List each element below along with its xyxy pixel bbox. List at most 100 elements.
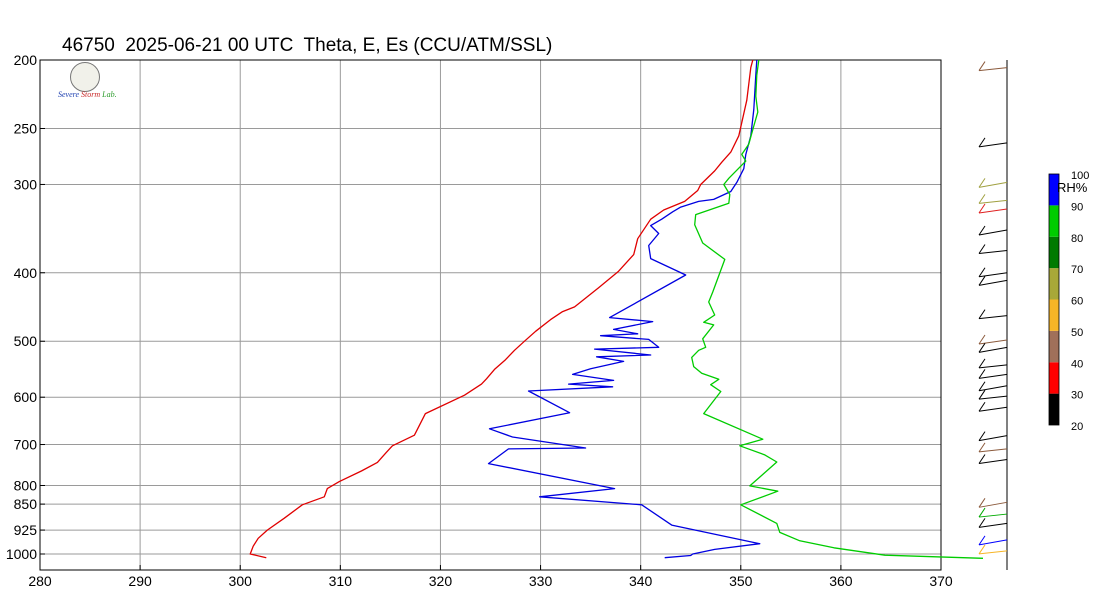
y-tick-label: 800 <box>14 478 38 494</box>
colorbar-tick-label: 100 <box>1071 170 1089 182</box>
theta_es-line <box>691 59 984 559</box>
colorbar-tick-label: 50 <box>1071 327 1083 339</box>
colorbar-segment <box>1049 330 1059 363</box>
wind-barb-flag <box>978 454 986 464</box>
wind-barb-flag <box>978 544 986 555</box>
wind-barb <box>978 272 1008 278</box>
wind-barb <box>978 249 1008 254</box>
y-tick-label: 700 <box>14 437 38 453</box>
y-tick-label: 250 <box>14 120 38 136</box>
wind-barb-flag <box>978 178 986 188</box>
grid-lines <box>40 60 941 570</box>
wind-barb-flag <box>978 401 986 412</box>
wind-barb-flag <box>978 518 986 528</box>
wind-barb-flag <box>978 334 986 345</box>
x-tick-label: 320 <box>429 573 453 589</box>
colorbar-segment <box>1049 205 1059 237</box>
colorbar-segment <box>1049 393 1059 425</box>
wind-barb <box>978 208 1008 214</box>
x-tick-label: 330 <box>529 573 553 589</box>
y-tick-label: 400 <box>14 265 38 281</box>
wind-barb-flag <box>978 343 986 353</box>
y-tick-label: 500 <box>14 333 38 349</box>
wind-barb <box>978 448 1008 453</box>
wind-barb-flag <box>978 431 986 441</box>
colorbar-segment <box>1049 362 1059 394</box>
wind-barb-flag <box>978 276 986 286</box>
wind-barb <box>978 522 1008 528</box>
colorbar-tick-label: 30 <box>1071 390 1083 402</box>
wind-barb <box>978 501 1008 508</box>
plot-frame <box>39 59 942 571</box>
wind-barb <box>978 435 1008 442</box>
wind-barb-flag <box>978 203 986 214</box>
x-tick-labels: 280 290 300 310 320 330 340 350 360 370 <box>28 565 953 589</box>
wind-barb <box>978 181 1008 188</box>
x-tick-label: 290 <box>128 573 152 589</box>
wind-barb <box>978 339 1008 345</box>
wind-barb <box>978 229 1008 236</box>
chart-title: 46750 2025-06-21 00 UTC Theta, E, Es (CC… <box>62 35 553 56</box>
y-tick-label: 850 <box>14 496 38 512</box>
colorbar-segment <box>1049 299 1059 331</box>
wind-barb <box>978 406 1008 412</box>
y-tick-label: 925 <box>14 522 38 538</box>
x-tick-label: 340 <box>629 573 653 589</box>
x-tick-label: 280 <box>28 573 52 589</box>
wind-barb <box>978 279 1008 286</box>
wind-barb-flag <box>978 358 986 369</box>
wind-barb-flag <box>978 225 986 236</box>
wind-barb-flag <box>978 381 986 392</box>
theta-line <box>249 59 754 559</box>
colorbar-label: RH% <box>1057 180 1088 195</box>
wind-barb-flag <box>978 498 986 508</box>
wind-barb-flag <box>978 389 986 400</box>
wind-barb-flag <box>978 61 986 71</box>
wind-barb <box>978 539 1008 546</box>
colorbar-tick-label: 70 <box>1071 264 1083 276</box>
y-tick-labels: 200 250 300 400 500 600 700 800 850 925 1000 <box>6 52 45 562</box>
wind-barb <box>978 315 1008 320</box>
y-tick-label: 1000 <box>6 546 37 562</box>
wind-barb-flag <box>978 535 986 546</box>
wind-barb-flag <box>978 194 986 204</box>
wind-barbs <box>978 60 1008 570</box>
series-lines <box>249 59 984 559</box>
wind-barb <box>978 373 1008 379</box>
wind-barb <box>978 385 1008 392</box>
colorbar-tick-label: 90 <box>1071 201 1083 213</box>
colorbar-tick-label: 20 <box>1071 421 1083 433</box>
severe-storm-lab-logo: Severe Storm Lab. <box>58 62 118 106</box>
x-tick-label: 350 <box>729 573 753 589</box>
y-tick-label: 600 <box>14 389 38 405</box>
x-tick-label: 370 <box>929 573 953 589</box>
colorbar-segment <box>1049 236 1059 269</box>
wind-barb <box>978 199 1008 204</box>
wind-barb-flag <box>978 137 986 148</box>
wind-barb <box>978 395 1008 400</box>
wind-barb-flag <box>978 507 986 518</box>
wind-barb <box>978 513 1008 518</box>
colorbar-tick-label: 60 <box>1071 296 1083 308</box>
colorbar-segment <box>1049 174 1059 206</box>
wind-barb-flag <box>978 244 986 254</box>
wind-barb-flag <box>978 369 986 379</box>
wind-barb <box>978 142 1008 148</box>
y-tick-label: 200 <box>14 52 38 68</box>
colorbar-tick-label: 80 <box>1071 233 1083 245</box>
wind-barb <box>978 459 1008 464</box>
wind-barb-flag <box>978 267 986 278</box>
wind-barb-flag <box>978 442 986 453</box>
wind-barb <box>978 364 1008 369</box>
wind-barb <box>978 550 1008 555</box>
university-seal-icon <box>70 62 100 92</box>
logo-text: Severe Storm Lab. <box>58 90 117 99</box>
theta_e-line <box>487 59 761 559</box>
colorbar-segment <box>1049 268 1059 300</box>
wind-barb <box>978 67 1008 72</box>
x-tick-label: 310 <box>329 573 353 589</box>
x-tick-label: 300 <box>229 573 253 589</box>
y-tick-label: 300 <box>14 176 38 192</box>
